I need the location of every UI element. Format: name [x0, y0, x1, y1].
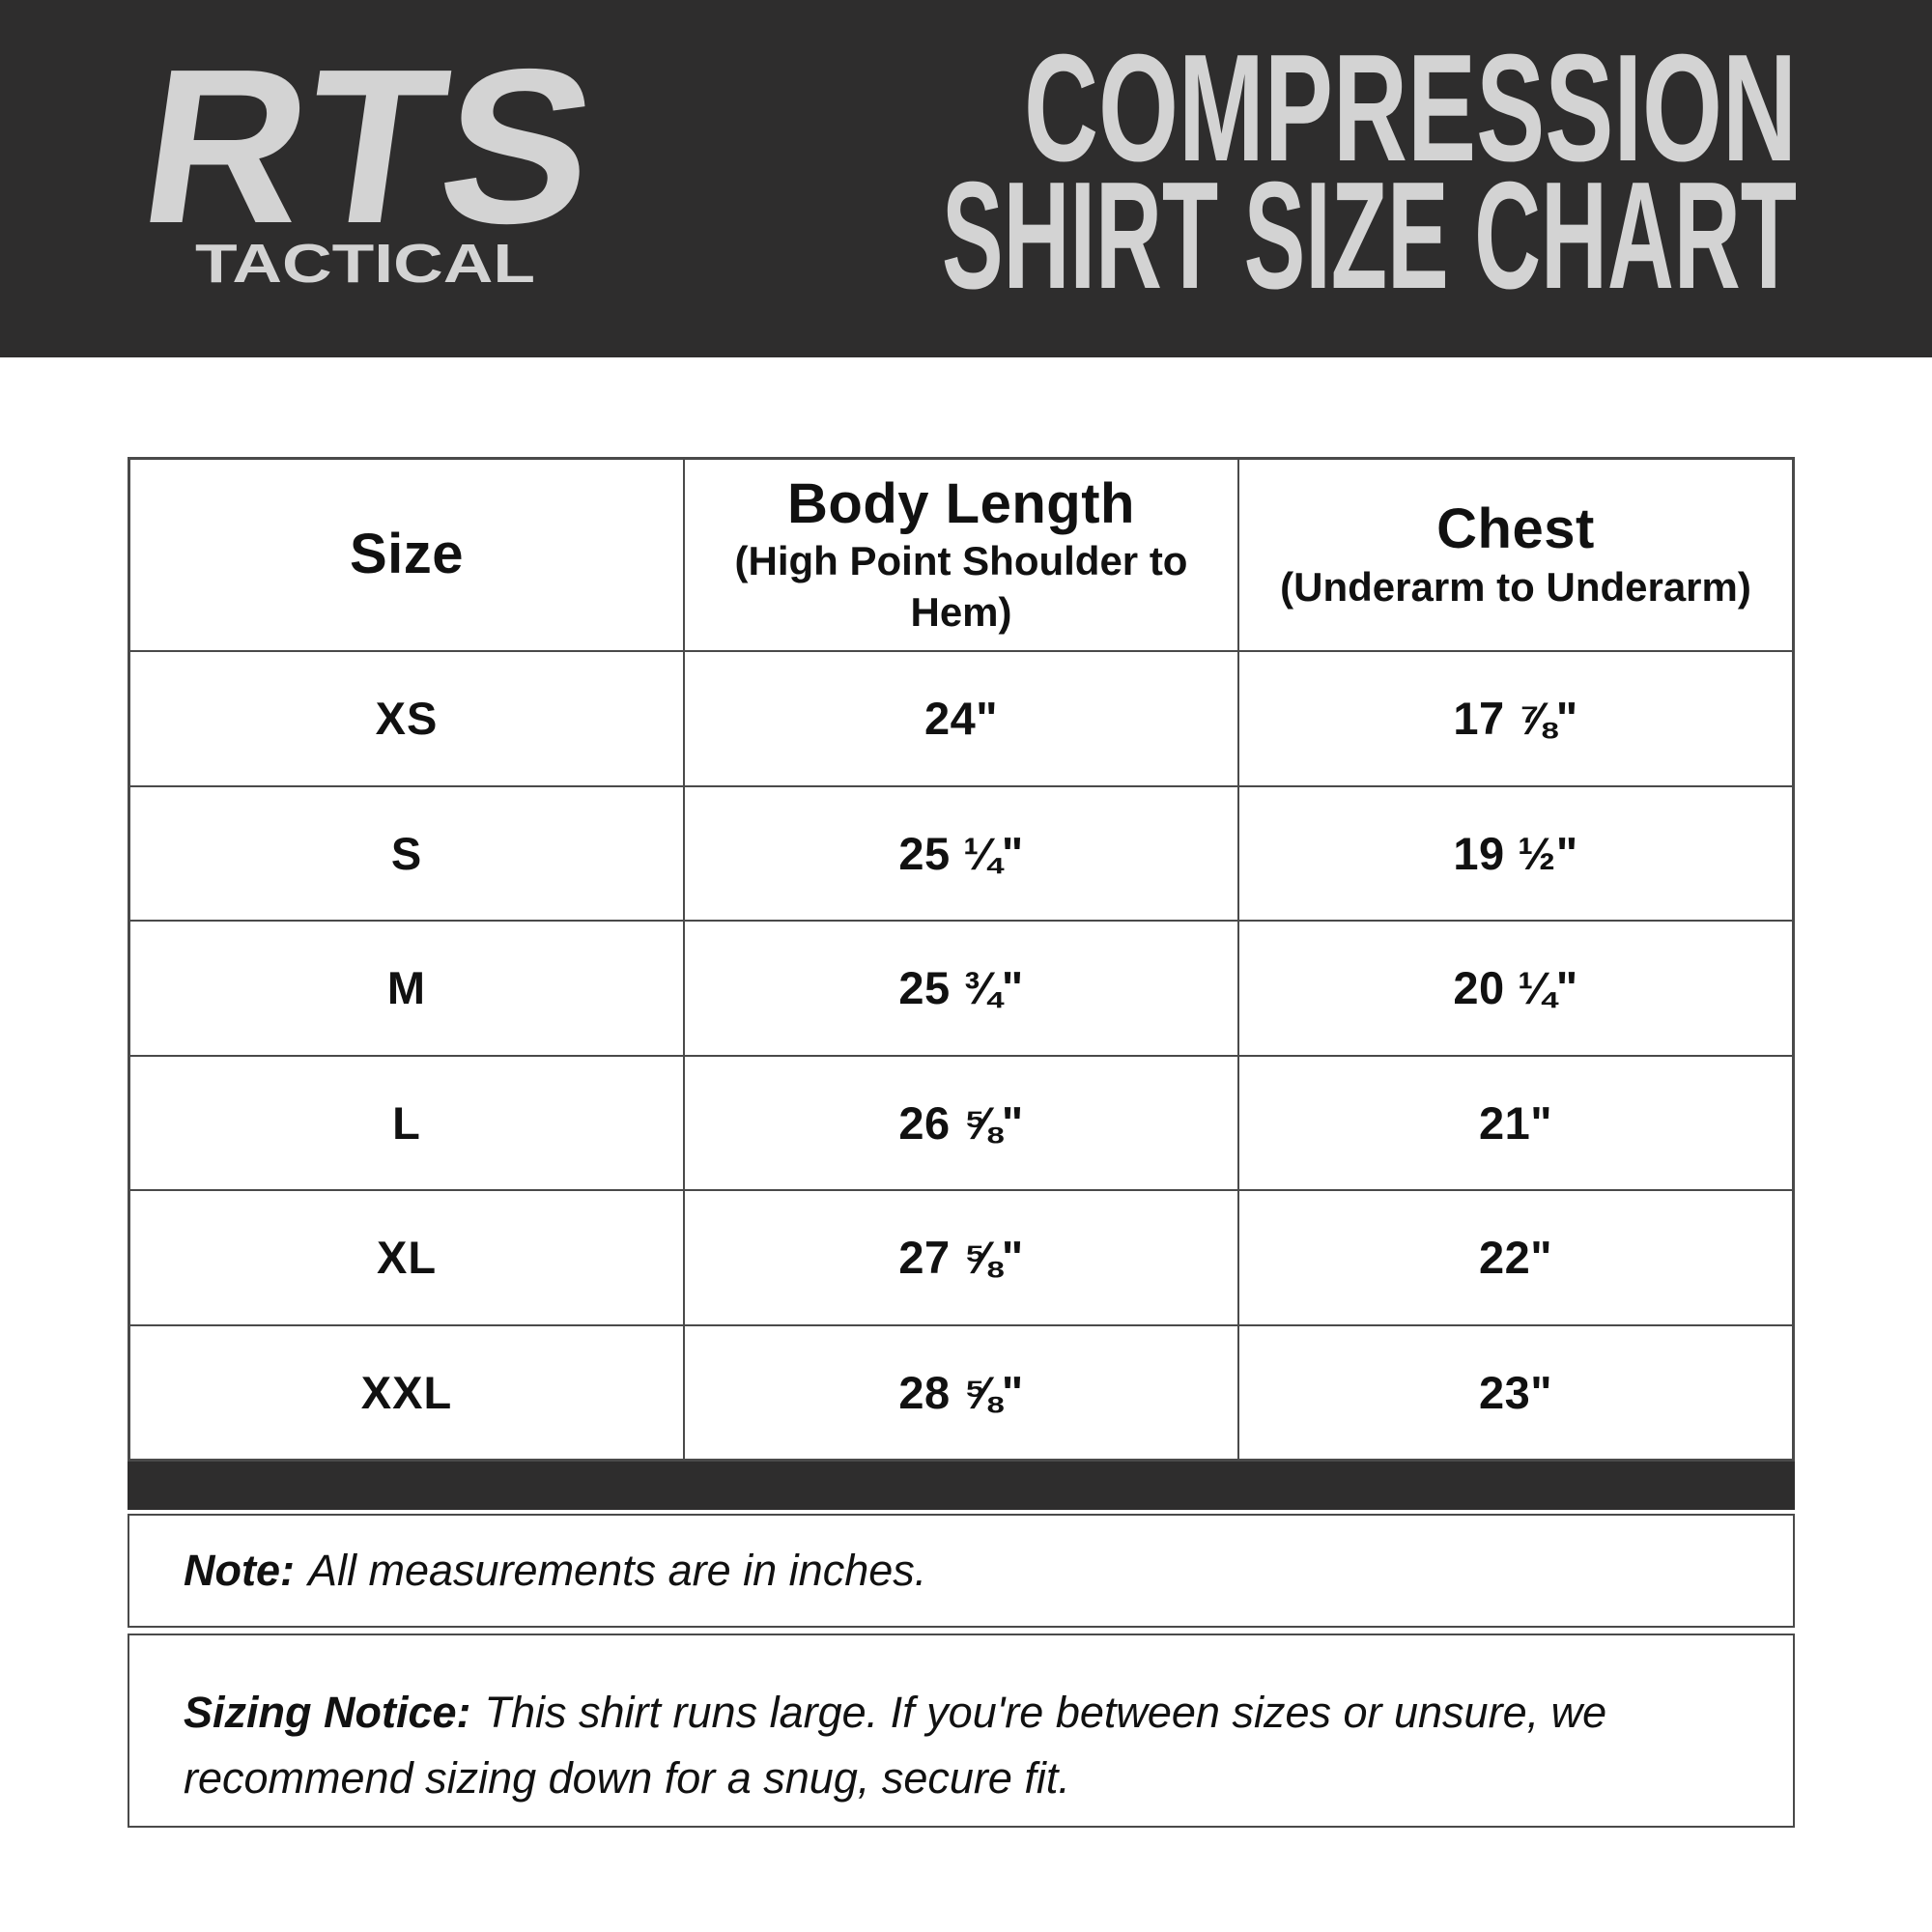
chest-value: 23" [1237, 1325, 1792, 1459]
sizing-notice-label: Sizing Notice: [184, 1688, 471, 1737]
body-length-value: 25 ¾" [683, 922, 1237, 1055]
column-header-size: Size [130, 460, 683, 650]
page-title-line2: SHIRT SIZE CHART [942, 151, 1797, 309]
table-row-m: M 25 ¾" 20 ¼" [130, 920, 1792, 1055]
note-label: Note: [184, 1546, 295, 1596]
note-paragraph: Note: All measurements are in inches. [184, 1538, 926, 1604]
table-row-l: L 26 ⅝" 21" [130, 1054, 1792, 1189]
size-label: M [386, 962, 427, 1014]
logo-tactical-text: TACTICAL [195, 233, 535, 295]
note-box: Note: All measurements are in inches. [128, 1514, 1795, 1628]
body-length-value: 27 ⅝" [683, 1191, 1237, 1324]
table-row-s: S 25 ¼" 19 ½" [130, 784, 1792, 920]
size-chart-table: Size Body Length (High Point Shoulder to… [128, 457, 1795, 1462]
column-header-size-label: Size [349, 523, 465, 586]
column-header-chest-label: Chest [1436, 497, 1595, 560]
column-header-body-length-label: Body Length [787, 471, 1135, 535]
column-header-chest-sublabel: (Underarm to Underarm) [1280, 563, 1751, 610]
table-row-xs: XS 24" 17 ⅞" [130, 650, 1792, 785]
size-label: XL [376, 1232, 438, 1284]
header-band: RTS TACTICAL COMPRESSION SHIRT SIZE CHAR… [0, 0, 1932, 357]
column-header-body-length-sublabel: (High Point Shoulder to Hem) [734, 538, 1188, 635]
body-length-value: 28 ⅝" [683, 1325, 1237, 1459]
sizing-notice-box: Sizing Notice: This shirt runs large. If … [128, 1634, 1795, 1828]
page-title-line1: COMPRESSION [1024, 39, 1797, 193]
sizing-notice-text: This shirt runs large. If you're between… [184, 1688, 1607, 1803]
table-header-row: Size Body Length (High Point Shoulder to… [130, 460, 1792, 650]
rts-tactical-logo: RTS TACTICAL [128, 56, 610, 295]
chest-value: 22" [1237, 1191, 1792, 1324]
table-row-xxl: XXL 28 ⅝" 23" [130, 1323, 1792, 1459]
size-label: L [392, 1096, 421, 1149]
note-text: All measurements are in inches. [307, 1546, 927, 1596]
size-label: XXL [360, 1366, 453, 1418]
chest-value: 20 ¼" [1237, 922, 1792, 1055]
page-title: COMPRESSION SHIRT SIZE CHART [942, 39, 1797, 309]
column-header-chest: Chest (Underarm to Underarm) [1237, 460, 1792, 650]
chest-value: 19 ½" [1237, 786, 1792, 920]
logo-rts-text: RTS [128, 56, 610, 270]
size-label: S [390, 827, 423, 879]
size-label: XS [375, 693, 439, 745]
chest-value: 21" [1237, 1056, 1792, 1189]
body-length-value: 25 ¼" [683, 786, 1237, 920]
column-header-body-length: Body Length (High Point Shoulder to Hem) [683, 460, 1237, 650]
body-length-value: 24" [683, 652, 1237, 785]
chest-value: 17 ⅞" [1237, 652, 1792, 785]
table-row-xl: XL 27 ⅝" 22" [130, 1189, 1792, 1324]
body-length-value: 26 ⅝" [683, 1056, 1237, 1189]
sizing-notice-paragraph: Sizing Notice: This shirt runs large. If … [184, 1680, 1739, 1810]
divider-bar [128, 1462, 1795, 1510]
